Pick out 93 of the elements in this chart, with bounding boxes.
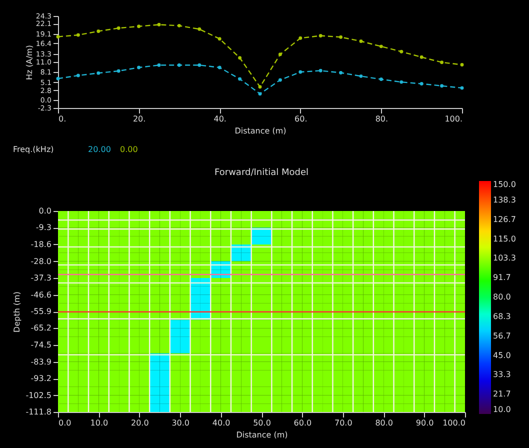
point [157, 63, 161, 67]
point [379, 78, 383, 82]
color-bar-label: 45.0 [493, 350, 511, 360]
y-tick-label: 0.0 [38, 206, 52, 216]
x-tick-label: 90.0 [416, 418, 434, 428]
x-tick-label: 50.0 [253, 418, 271, 428]
color-bar-label: 33.3 [493, 370, 511, 380]
x-tick-label: 30.0 [172, 418, 190, 428]
x-tick-label: 20.0 [130, 418, 149, 428]
point [359, 74, 363, 78]
color-bar-label: 138.3 [493, 195, 516, 204]
y-tick-label: -65.2 [30, 324, 52, 333]
y-axis-title: Depth (m) [12, 292, 22, 332]
color-bar-label: 21.7 [493, 390, 511, 399]
x-tick-label: 0. [58, 114, 66, 124]
x-tick-label: 70.0 [334, 418, 352, 428]
point [177, 63, 181, 67]
x-tick-label: 60. [294, 114, 308, 124]
y-tick-label: -74.5 [30, 340, 52, 350]
y-axis-title: Hz (A/m) [24, 45, 34, 80]
point [298, 70, 302, 74]
color-bar-label: 126.7 [493, 214, 516, 224]
point [440, 84, 444, 88]
point [238, 56, 242, 60]
point [198, 27, 202, 31]
x-tick-label: 80. [375, 114, 388, 124]
point [116, 69, 120, 73]
point [298, 36, 302, 40]
x-tick-label: 100. [444, 114, 462, 124]
color-bar-label: 91.7 [493, 273, 511, 282]
text: 20.00 [88, 145, 111, 154]
point [318, 68, 322, 72]
point [278, 52, 282, 56]
point [218, 66, 222, 70]
point [318, 34, 322, 38]
y-tick-label: -28.0 [30, 256, 52, 266]
y-tick-label: -9.3 [36, 223, 52, 232]
point [218, 37, 222, 41]
point [76, 33, 80, 37]
point [76, 74, 80, 78]
y-tick-label: -93.2 [30, 374, 52, 384]
point [278, 78, 282, 82]
point [56, 76, 60, 80]
y-tick-label: -83.9 [30, 357, 52, 366]
x-tick-label: 40. [214, 114, 226, 124]
x-tick-label: 100.0 [442, 418, 466, 428]
color-bar-label: 56.7 [493, 331, 511, 340]
color-bar-label: 10.0 [493, 405, 511, 414]
x-axis-title: Distance (m) [234, 126, 286, 136]
color-bar-label: 80.0 [493, 292, 511, 302]
point [198, 63, 202, 67]
point [420, 55, 424, 59]
x-tick-label: 60.0 [294, 418, 312, 428]
x-tick-label: 0.0 [58, 418, 72, 428]
color-bar-label: 68.3 [493, 312, 511, 321]
x-tick-label: 80.0 [375, 418, 394, 428]
y-tick-label: -111.8 [26, 408, 52, 416]
point [56, 35, 60, 38]
x-tick-label: 20. [132, 114, 146, 124]
point [238, 77, 242, 81]
point [258, 92, 262, 96]
text: 0.00 [120, 145, 138, 154]
x-tick-label: 10.0 [90, 418, 108, 428]
legend-title: Freq.(kHz) [13, 145, 54, 154]
point [379, 44, 383, 48]
x-tick-label: 40.0 [212, 418, 230, 428]
point [400, 80, 404, 84]
point [137, 66, 141, 70]
point [359, 40, 363, 43]
color-bar-label: 115.0 [493, 234, 516, 244]
point [96, 29, 100, 33]
color-bar-label: 103.3 [493, 254, 516, 263]
point [420, 82, 424, 86]
point [460, 63, 464, 66]
color-bar-label: 150.0 [493, 180, 516, 189]
point [339, 35, 343, 39]
y-tick-label: -46.6 [30, 290, 52, 300]
y-tick-label: -37.3 [30, 274, 52, 283]
point [440, 60, 444, 64]
point [116, 26, 120, 30]
chart-title: Forward/Initial Model [214, 168, 309, 178]
point [96, 71, 100, 75]
x-axis-title: Distance (m) [236, 430, 288, 440]
point [258, 85, 262, 89]
point [400, 50, 404, 54]
point [460, 86, 464, 90]
point [177, 24, 181, 28]
point [157, 22, 161, 26]
y-tick-label: -55.9 [30, 307, 52, 316]
y-tick-label: -18.6 [30, 240, 52, 249]
point [339, 70, 343, 74]
y-tick-label: -102.5 [26, 390, 52, 400]
point [137, 24, 141, 28]
